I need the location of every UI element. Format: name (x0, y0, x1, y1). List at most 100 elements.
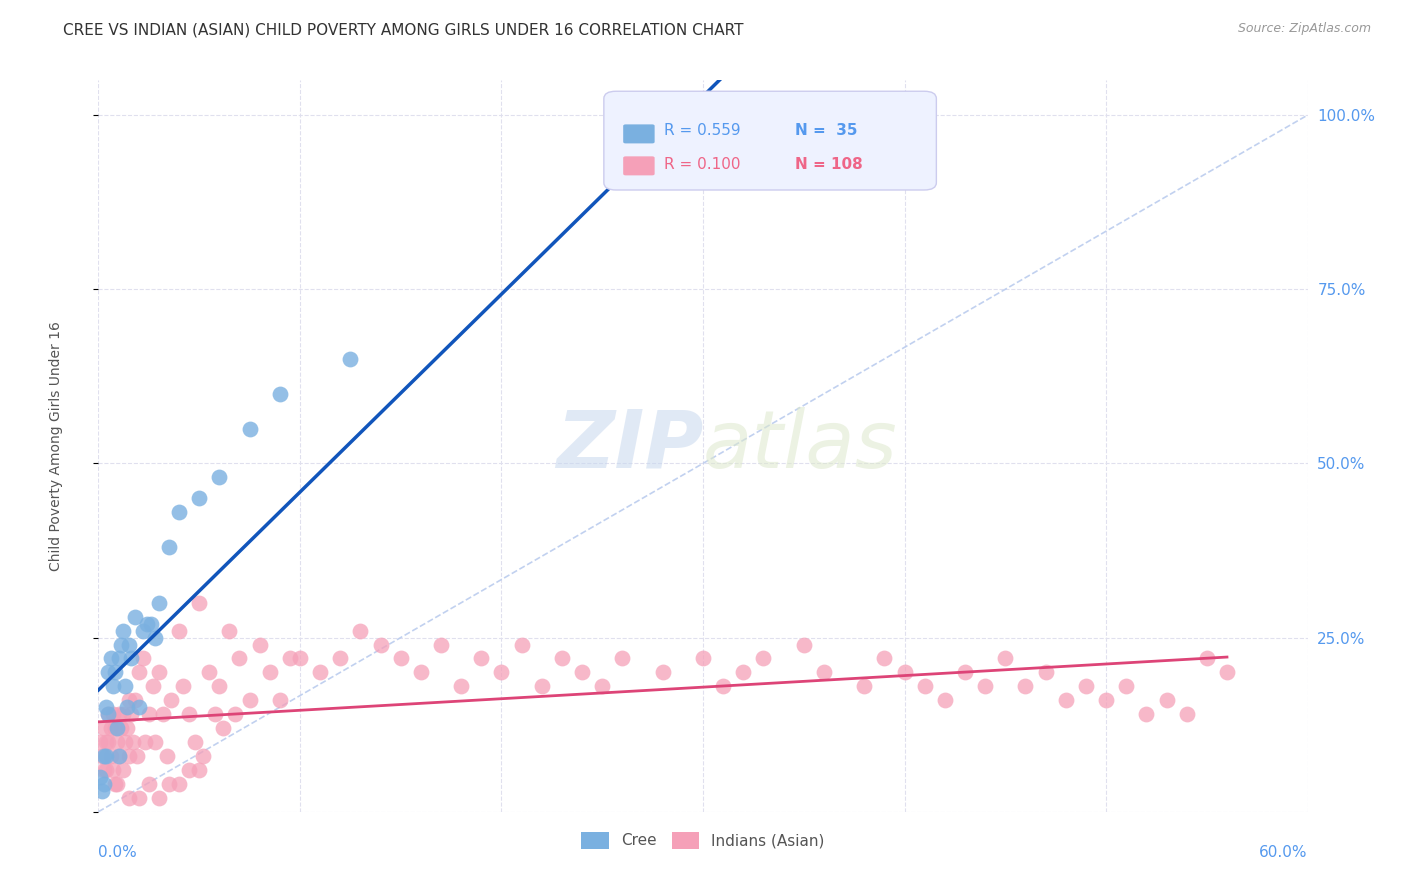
Point (121, 735, 143, 749)
Point (96, 735, 118, 749)
Point (135, 616, 157, 631)
Point (148, 665, 170, 680)
FancyBboxPatch shape (603, 91, 936, 190)
Point (1074, 679, 1097, 693)
Point (96, 763, 118, 777)
Point (389, 651, 412, 665)
Point (93, 721, 115, 735)
Point (510, 638, 533, 652)
Point (111, 763, 134, 777)
Point (138, 707, 160, 722)
Point (97, 707, 120, 722)
Point (93, 749, 115, 764)
Point (167, 505, 190, 519)
Point (91, 749, 114, 764)
Point (612, 651, 634, 665)
Text: N =  35: N = 35 (794, 123, 858, 138)
Point (239, 693, 262, 707)
Point (100, 651, 122, 665)
Point (134, 735, 156, 749)
Point (450, 679, 472, 693)
Point (105, 735, 128, 749)
Point (470, 651, 492, 665)
Point (101, 763, 124, 777)
Point (430, 638, 453, 652)
Point (228, 651, 250, 665)
Point (370, 638, 392, 652)
Text: Source: ZipAtlas.com: Source: ZipAtlas.com (1237, 22, 1371, 36)
Point (934, 693, 956, 707)
Point (491, 665, 513, 680)
Point (110, 721, 132, 735)
Point (1014, 679, 1036, 693)
Point (278, 651, 301, 665)
Point (110, 638, 132, 652)
Point (259, 665, 281, 680)
Point (93, 777, 115, 791)
Point (103, 777, 125, 791)
Point (1195, 651, 1218, 665)
Point (132, 651, 155, 665)
Point (97, 665, 120, 680)
Point (212, 721, 235, 735)
Point (188, 763, 211, 777)
Text: 0.0%: 0.0% (98, 845, 138, 860)
Point (125, 749, 148, 764)
Point (160, 693, 183, 707)
Point (530, 679, 553, 693)
Text: R = 0.100: R = 0.100 (664, 157, 741, 171)
Point (96, 700, 118, 714)
Point (329, 651, 352, 665)
Point (107, 749, 129, 764)
Point (139, 616, 162, 631)
Point (120, 651, 142, 665)
Point (89, 770, 111, 784)
Point (105, 721, 128, 735)
Point (118, 790, 141, 805)
Point (208, 679, 231, 693)
Point (1216, 665, 1239, 680)
Point (1054, 693, 1077, 707)
Point (167, 624, 190, 638)
Point (1135, 707, 1157, 722)
Point (128, 700, 150, 714)
Point (974, 679, 997, 693)
Point (188, 491, 211, 506)
Point (409, 665, 432, 680)
Point (188, 596, 211, 610)
Point (914, 679, 936, 693)
Point (103, 665, 125, 680)
Text: Child Poverty Among Girls Under 16: Child Poverty Among Girls Under 16 (49, 321, 63, 571)
Point (118, 749, 141, 764)
Point (124, 609, 146, 624)
Point (118, 638, 141, 652)
Point (167, 777, 190, 791)
Point (198, 665, 221, 680)
Point (128, 665, 150, 680)
Point (179, 707, 201, 722)
Point (208, 470, 231, 484)
Point (893, 665, 915, 680)
Point (953, 665, 976, 680)
Point (651, 665, 673, 680)
Point (148, 790, 170, 805)
Point (1095, 693, 1118, 707)
Point (733, 665, 755, 680)
Text: atlas: atlas (703, 407, 898, 485)
Text: CREE VS INDIAN (ASIAN) CHILD POVERTY AMONG GIRLS UNDER 16 CORRELATION CHART: CREE VS INDIAN (ASIAN) CHILD POVERTY AMO… (63, 22, 744, 37)
Point (551, 651, 574, 665)
Point (157, 540, 180, 554)
Point (793, 638, 815, 652)
Text: ZIP: ZIP (555, 407, 703, 485)
Point (111, 707, 134, 722)
Point (269, 386, 291, 401)
Text: N = 108: N = 108 (794, 157, 863, 171)
Point (239, 421, 262, 435)
Point (107, 651, 129, 665)
Point (853, 679, 876, 693)
Point (128, 790, 150, 805)
Point (184, 735, 207, 749)
Point (1156, 693, 1178, 707)
Point (103, 721, 125, 735)
Point (138, 777, 160, 791)
